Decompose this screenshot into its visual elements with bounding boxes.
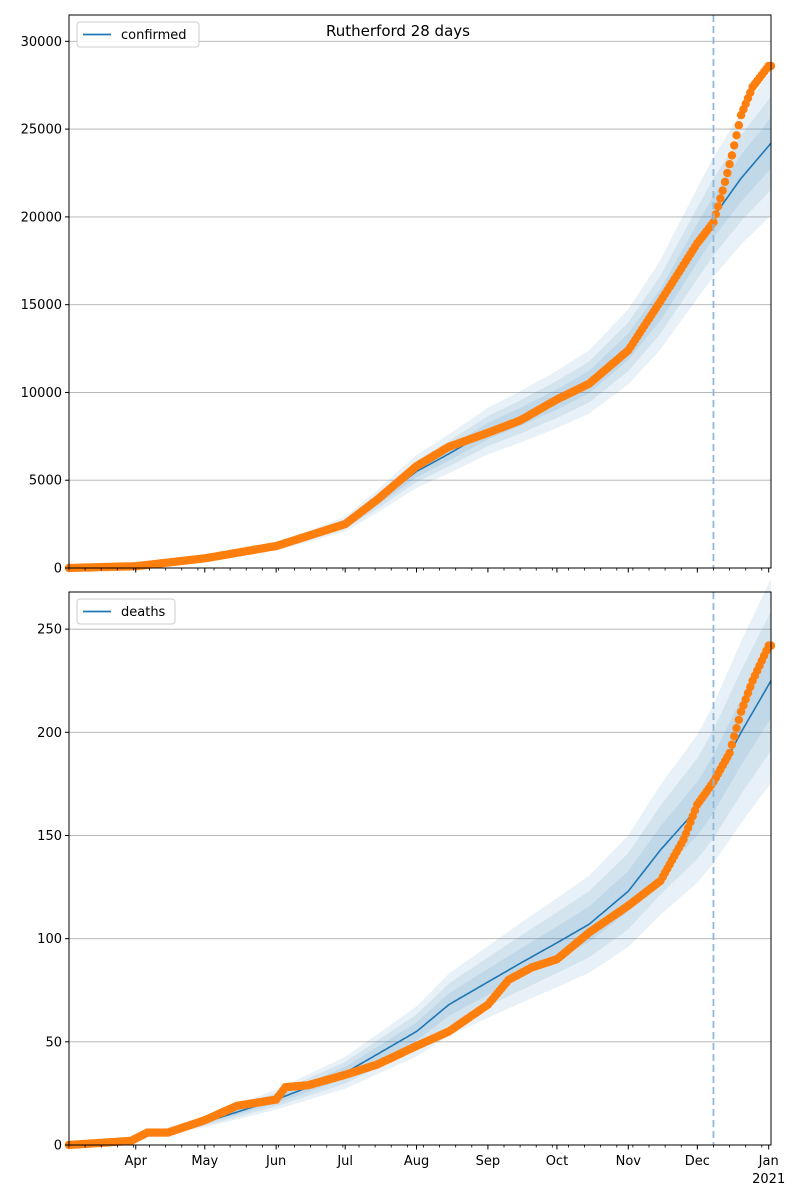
x-tick-label: Apr: [124, 1154, 147, 1169]
x-tick-label: Jul: [336, 1154, 353, 1169]
y-tick-label: 50: [45, 1035, 62, 1050]
y-tick-label: 20000: [21, 210, 62, 225]
axes-frame: [68, 591, 772, 1146]
uncertainty-band: [69, 117, 771, 568]
legend-box: [76, 21, 200, 48]
panel-confirmed: 0 5000 10000 15000 20000 25000 30000 confirmed: [21, 14, 776, 577]
observed-point: [725, 160, 734, 169]
legend: deaths: [76, 598, 176, 625]
observed-point: [730, 732, 739, 741]
y-tick-label: 200: [37, 726, 62, 741]
observed-point: [713, 202, 723, 211]
y-tick-label: 0: [54, 1139, 62, 1154]
y-tick-label: 15000: [21, 298, 62, 313]
x-tick-label: Jan: [758, 1154, 779, 1169]
y-tick-label: 0: [54, 562, 62, 577]
legend-label: deaths: [121, 605, 166, 620]
observed-point: [727, 740, 737, 749]
observed-point: [718, 186, 727, 195]
observed-point: [723, 168, 732, 178]
y-tick-label: 100: [37, 932, 62, 947]
axes-frame: [68, 14, 772, 569]
chart-title: Rutherford 28 days: [326, 22, 470, 40]
observed-point: [732, 131, 741, 140]
y-tick-label: 10000: [21, 386, 62, 401]
uncertainty-band: [69, 643, 771, 1145]
x-year-label: 2021: [752, 1172, 785, 1187]
observed-point: [730, 141, 739, 150]
legend-box: [76, 598, 176, 625]
observed-point: [709, 218, 718, 227]
x-tick-label: Jun: [265, 1154, 286, 1169]
model-line: [68, 142, 772, 569]
x-tick-label: Sep: [476, 1154, 501, 1169]
uncertainty-band: [69, 96, 771, 569]
observed-point: [725, 748, 734, 758]
uncertainty-band: [69, 611, 771, 1145]
observed-point: [734, 121, 743, 130]
x-tick-label: Nov: [616, 1154, 642, 1169]
x-tick-label: Aug: [404, 1154, 429, 1169]
legend: confirmed: [76, 21, 200, 48]
x-tick-label: Dec: [685, 1154, 710, 1169]
observed-point: [727, 151, 737, 160]
observed-point: [732, 724, 741, 733]
panel-deaths: 0 50 100 150 200 250 Apr May Jun Jul Aug Sep Oct Nov D…: [37, 578, 785, 1187]
model-line: [68, 680, 772, 1146]
observed-point: [716, 194, 725, 203]
y-tick-label: 30000: [21, 35, 62, 50]
observed-point: [734, 715, 743, 725]
uncertainty-band: [69, 578, 771, 1145]
y-tick-label: 250: [37, 623, 62, 638]
legend-label: confirmed: [121, 28, 187, 43]
x-tick-label: Oct: [546, 1154, 568, 1169]
observed-point: [720, 177, 730, 186]
y-tick-label: 5000: [29, 474, 62, 489]
x-tick-label: May: [191, 1154, 218, 1169]
y-tick-label: 25000: [21, 123, 62, 138]
y-tick-label: 150: [37, 829, 62, 844]
